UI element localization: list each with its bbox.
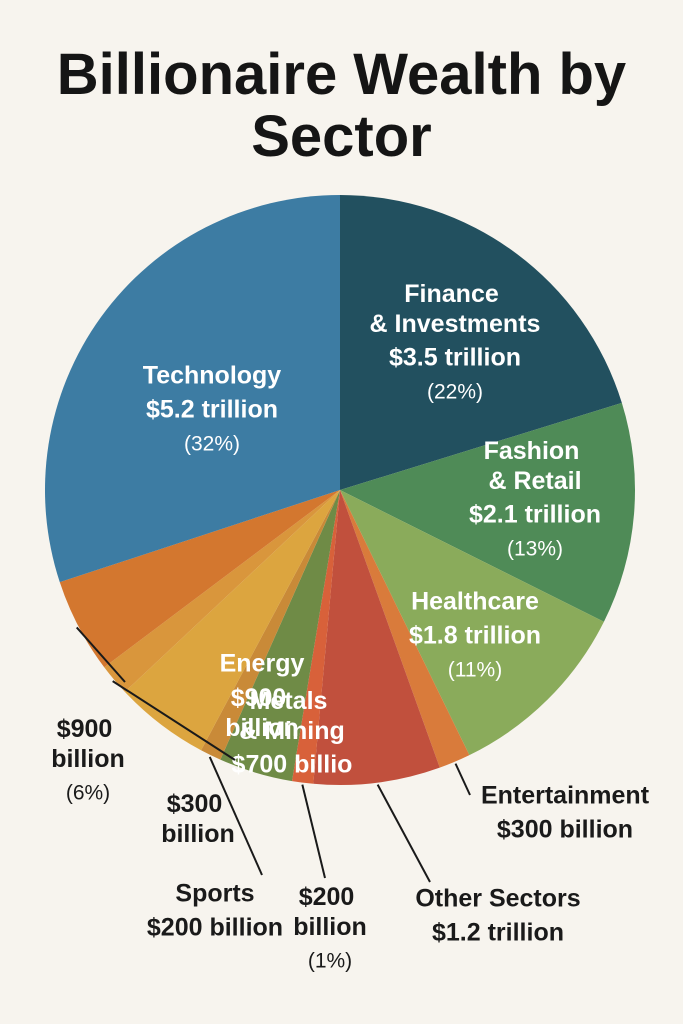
slice-name: Sports <box>175 880 254 908</box>
pie-slice <box>313 490 440 785</box>
chart-title: Billionaire Wealth by Sector <box>56 42 627 169</box>
pie-slice <box>124 490 341 751</box>
value-label: $200 billion <box>293 883 367 941</box>
slice-name: Technology <box>143 362 282 390</box>
pie-slice <box>340 402 635 622</box>
value-label: $300 billion <box>161 790 235 848</box>
pie-slice <box>340 490 604 756</box>
value-label: $900 billion <box>225 684 299 742</box>
leader-line <box>75 626 126 683</box>
value-label: $5.2 trillion <box>146 396 278 424</box>
pie-slice <box>340 195 622 490</box>
pie-slice <box>104 490 340 692</box>
leader-line <box>208 756 263 876</box>
slice-name: Energy <box>220 650 305 678</box>
slice-name: Healthcare <box>411 588 539 616</box>
value-label: $300 billion <box>497 816 633 844</box>
leader-line <box>376 784 431 883</box>
slice-name: Finance & Investments <box>370 280 541 338</box>
slice-name: Fashion & Retail <box>484 437 587 495</box>
percent-label: (13%) <box>507 538 563 561</box>
value-label: $3.5 trillion <box>389 344 521 372</box>
pie-slice <box>59 490 340 668</box>
slice-name: Metals & Mining <box>239 687 345 745</box>
slice-name: Other Sectors <box>415 885 580 913</box>
value-label: $2.1 trillion <box>469 501 601 529</box>
pie-slice <box>220 490 340 782</box>
slice-name: Entertainment <box>481 782 650 810</box>
value-label: $900 billion <box>51 715 125 773</box>
percent-label: (22%) <box>427 381 483 404</box>
leader-line <box>112 680 236 761</box>
value-label: $1.2 trillion <box>432 919 564 947</box>
leader-line <box>454 763 471 796</box>
pie-slice <box>44 195 341 583</box>
percent-label: (11%) <box>448 659 502 682</box>
percent-label: (32%) <box>184 433 240 456</box>
pie-slice <box>292 490 340 784</box>
value-label: $200 billion <box>147 914 283 942</box>
percent-label: (1%) <box>308 950 352 973</box>
leader-line <box>301 784 326 879</box>
percent-label: (6%) <box>66 782 110 805</box>
pie-slice <box>201 490 340 760</box>
value-label: $1.8 trillion <box>409 622 541 650</box>
pie-slice <box>340 490 470 768</box>
value-label: $700 billio <box>232 751 353 779</box>
